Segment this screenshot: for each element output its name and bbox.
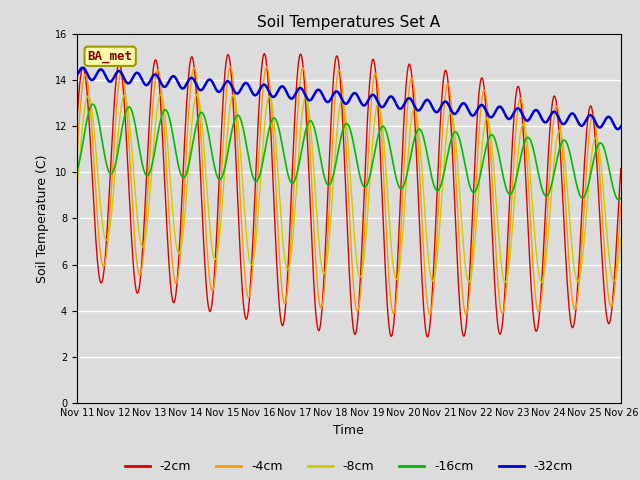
-4cm [194,87,202,93]
-32cm [223,78,231,84]
-2cm [73,120,81,125]
-4cm [426,312,434,317]
-16cm [431,186,439,192]
-32cm [431,109,439,115]
-4cm [263,64,271,70]
-8cm [431,269,439,275]
-8cm [195,95,202,100]
-4cm [416,169,424,175]
-32cm [416,107,424,113]
-2cm [433,209,440,215]
Line: -16cm: -16cm [77,104,621,200]
-4cm [83,74,90,80]
-4cm [617,202,625,207]
-8cm [501,279,509,285]
-2cm [139,247,147,252]
-32cm [195,86,202,92]
-16cm [617,195,625,201]
Line: -32cm: -32cm [77,68,621,129]
-32cm [73,73,81,79]
-16cm [195,114,202,120]
Line: -2cm: -2cm [77,54,621,337]
-32cm [617,123,625,129]
-16cm [140,166,147,171]
-2cm [416,224,424,230]
-16cm [416,126,424,132]
-2cm [617,166,625,171]
-4cm [223,87,230,93]
-2cm [260,51,268,57]
-32cm [79,65,86,71]
-16cm [73,167,81,173]
-2cm [223,56,230,61]
-32cm [614,126,621,132]
-8cm [73,190,81,195]
-8cm [416,135,424,141]
-16cm [223,152,231,158]
-4cm [139,260,147,266]
-16cm [89,101,97,107]
-8cm [617,236,625,241]
-8cm [83,96,90,101]
Line: -8cm: -8cm [77,95,621,282]
Title: Soil Temperatures Set A: Soil Temperatures Set A [257,15,440,30]
-16cm [614,197,622,203]
-32cm [84,71,92,77]
-2cm [83,85,90,91]
-2cm [424,334,432,340]
-8cm [193,92,201,97]
Legend: -2cm, -4cm, -8cm, -16cm, -32cm: -2cm, -4cm, -8cm, -16cm, -32cm [120,455,578,478]
-16cm [83,119,90,124]
-4cm [433,248,440,253]
Text: BA_met: BA_met [88,50,132,63]
-2cm [194,117,202,123]
Line: -4cm: -4cm [77,67,621,314]
Y-axis label: Soil Temperature (C): Soil Temperature (C) [36,154,49,283]
-8cm [139,244,147,250]
-4cm [73,156,81,161]
-8cm [223,132,231,137]
-32cm [140,79,147,85]
X-axis label: Time: Time [333,424,364,437]
